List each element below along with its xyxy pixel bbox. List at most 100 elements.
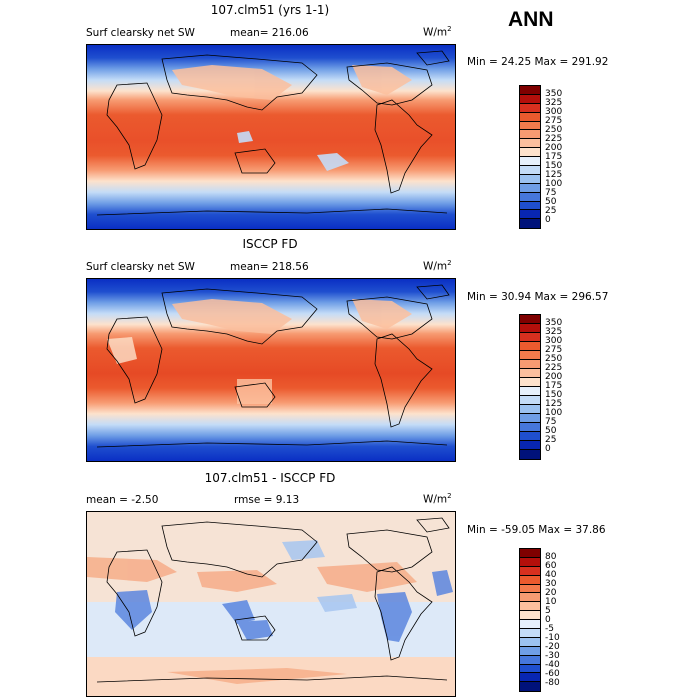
colorbar-label: 20 [545, 588, 557, 598]
colorbar-label: 25 [545, 435, 557, 445]
colorbar-swatch [520, 637, 540, 647]
colorbar-swatch [520, 655, 540, 665]
colorbar-label: -10 [545, 633, 560, 643]
panel-3-title: 107.clm51 - ISCCP FD [204, 471, 336, 485]
colorbar-swatch [520, 611, 540, 621]
colorbar-swatch [520, 432, 540, 441]
colorbar-label: 300 [545, 107, 563, 117]
colorbar-swatch [520, 423, 540, 432]
colorbar-label: -20 [545, 642, 560, 652]
colorbar-swatch [520, 450, 540, 459]
colorbar-swatch [520, 566, 540, 576]
colorbar-swatch [520, 557, 540, 567]
colorbar-label: 150 [545, 161, 563, 171]
colorbar-label: 40 [545, 570, 557, 580]
colorbar-swatch [520, 333, 540, 342]
colorbar-swatch [520, 315, 540, 324]
panel-2-minmax: Min = 30.94 Max = 296.57 [467, 291, 609, 303]
colorbar-swatch [520, 148, 540, 158]
colorbar-swatch [520, 103, 540, 113]
colorbar-swatch [520, 166, 540, 175]
panel-3-units: W/m2 [423, 492, 452, 506]
colorbar-label: -30 [545, 651, 560, 661]
colorbar-label: -60 [545, 669, 560, 679]
colorbar-label: -40 [545, 660, 560, 670]
colorbar-swatch [520, 342, 540, 351]
colorbar-label: 30 [545, 579, 557, 589]
colorbar-label: 100 [545, 408, 563, 418]
colorbar-swatch [520, 130, 540, 140]
colorbar-swatch [520, 157, 540, 167]
colorbar-swatch [520, 584, 540, 594]
colorbar-swatch [520, 396, 540, 405]
panel-2-map [86, 278, 456, 462]
panel-1-units: W/m2 [423, 25, 452, 39]
panel-3-map [86, 511, 456, 697]
colorbar-swatch [520, 602, 540, 612]
colorbar-label: 50 [545, 426, 557, 436]
colorbar-swatch [520, 139, 540, 149]
colorbar-swatch [520, 360, 540, 369]
colorbar-swatch [520, 94, 540, 104]
colorbar-label: 325 [545, 327, 563, 337]
panel-1-title: 107.clm51 (yrs 1-1) [210, 3, 330, 17]
colorbar-label: 175 [545, 381, 563, 391]
panel-2-mean-label: mean= 218.56 [230, 261, 309, 273]
colorbar-label: 275 [545, 345, 563, 355]
colorbar-swatch [520, 441, 540, 450]
colorbar-label: 350 [545, 318, 563, 328]
colorbar-label: 150 [545, 390, 563, 400]
colorbar-swatch [520, 324, 540, 333]
colorbar-label: -5 [545, 624, 554, 634]
colorbar-swatch [520, 378, 540, 387]
colorbar-swatch [520, 201, 540, 211]
colorbar-swatch [520, 646, 540, 656]
colorbar-label: 250 [545, 125, 563, 135]
colorbar-label: 5 [545, 606, 551, 616]
colorbar-label: 80 [545, 552, 557, 562]
colorbar-label: 350 [545, 89, 563, 99]
colorbar-swatch [520, 192, 540, 202]
colorbar-label: 125 [545, 399, 563, 409]
colorbar-swatch [520, 629, 540, 638]
colorbar-label: 225 [545, 134, 563, 144]
colorbar-label: 300 [545, 336, 563, 346]
panel-1-map [86, 44, 456, 230]
colorbar-label: 200 [545, 372, 563, 382]
colorbar-label: 175 [545, 152, 563, 162]
colorbar-swatch [520, 593, 540, 603]
season-label: ANN [508, 8, 554, 31]
colorbar-label: 200 [545, 143, 563, 153]
colorbar-swatch [520, 575, 540, 585]
panel-2-units: W/m2 [423, 259, 452, 273]
colorbar-swatch [520, 387, 540, 396]
panel-1-mean-label: mean= 216.06 [230, 27, 309, 39]
colorbar-label: 75 [545, 188, 557, 198]
colorbar-swatch [520, 414, 540, 423]
panel-3-minmax: Min = -59.05 Max = 37.86 [467, 524, 606, 536]
colorbar-label: 250 [545, 354, 563, 364]
panel-3-rmse-label: rmse = 9.13 [234, 494, 300, 506]
colorbar-swatch [520, 121, 540, 131]
colorbar-label: 0 [545, 444, 551, 454]
panel-1-colorbar [519, 85, 541, 230]
colorbar-swatch [520, 664, 540, 674]
colorbar-swatch [520, 620, 540, 630]
panel-3-colorbar [519, 548, 541, 693]
colorbar-label: -80 [545, 678, 560, 688]
colorbar-swatch [520, 174, 540, 184]
colorbar-swatch [520, 673, 540, 683]
colorbar-label: 125 [545, 170, 563, 180]
colorbar-label: 0 [545, 615, 551, 625]
colorbar-label: 325 [545, 98, 563, 108]
colorbar-label: 25 [545, 206, 557, 216]
colorbar-label: 60 [545, 561, 557, 571]
colorbar-swatch [520, 86, 540, 95]
colorbar-swatch [520, 112, 540, 122]
colorbar-label: 75 [545, 417, 557, 427]
colorbar-label: 100 [545, 179, 563, 189]
colorbar-swatch [520, 351, 540, 360]
colorbar-swatch [520, 183, 540, 193]
panel-2-colorbar [519, 314, 541, 460]
panel-3-mean-label: mean = -2.50 [86, 494, 159, 506]
